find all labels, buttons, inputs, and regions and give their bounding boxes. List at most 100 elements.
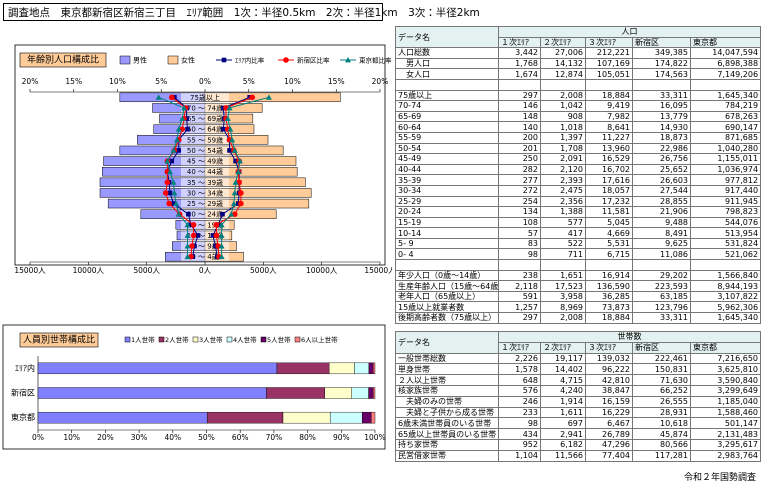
category-label: 東京都 xyxy=(11,412,35,422)
table-cell: ２次ｴﾘｱ xyxy=(540,36,586,49)
marker xyxy=(175,211,182,217)
table-cell: 1,397 xyxy=(540,131,586,144)
data-row: 65-69 148 908 7,982 13,779 678,263 xyxy=(395,110,762,123)
table-cell: 917,440 xyxy=(689,184,762,197)
label-box xyxy=(181,188,229,198)
bar-segment xyxy=(282,411,331,424)
marker xyxy=(189,243,195,249)
table-cell: 70-74 xyxy=(395,100,499,112)
table-cell: 27,006 xyxy=(540,47,586,59)
table-cell: 544,076 xyxy=(689,216,762,229)
table-cell: 522 xyxy=(540,237,586,250)
table-cell: 9,419 xyxy=(585,100,633,112)
table-cell: 576 xyxy=(498,384,541,397)
marker xyxy=(179,115,186,121)
table-cell: 18,873 xyxy=(632,131,691,144)
table-cell: 66,252 xyxy=(632,384,691,397)
x-tick-label: 30% xyxy=(131,433,148,442)
marker xyxy=(227,148,232,153)
table-cell: 28,931 xyxy=(632,406,691,419)
table-cell: 1,185,040 xyxy=(689,395,762,408)
table-cell: 老年人口（65歳以上） xyxy=(395,290,499,303)
table-cell: 174,563 xyxy=(632,68,691,80)
bar-segment xyxy=(371,411,376,424)
table-cell: 96,222 xyxy=(585,363,633,376)
data-row: 女人口 1,674 12,874 105,051 174,563 7,149,206 xyxy=(395,68,762,80)
table-cell: 5,531 xyxy=(585,237,633,250)
marker xyxy=(175,126,182,132)
category-label: 65 ～ 69歳 xyxy=(187,114,223,123)
marker xyxy=(213,222,220,228)
table-cell xyxy=(585,78,633,91)
table-cell: 1,257 xyxy=(498,301,541,314)
marker xyxy=(249,94,256,101)
table-cell: 36,285 xyxy=(585,290,633,303)
table-cell: 22,986 xyxy=(632,142,691,155)
x-tick-label: 20% xyxy=(97,433,114,442)
table-cell xyxy=(540,259,586,271)
data-row: 75歳以上 297 2,008 18,884 33,311 1,645,340 xyxy=(395,89,762,102)
bar-segment xyxy=(354,362,370,375)
bar-segment xyxy=(328,362,355,375)
marker xyxy=(170,147,177,153)
data-row: 民営借家世帯 1,104 11,566 77,404 117,281 2,983,764 xyxy=(395,449,762,462)
bar-segment xyxy=(368,387,374,399)
bar-segment xyxy=(324,387,352,399)
table-cell: 1,588,460 xyxy=(689,406,762,419)
table-cell: 513,954 xyxy=(689,227,762,239)
table-cell: データ名 xyxy=(395,25,499,49)
table-cell: 108 xyxy=(498,216,541,229)
table-cell: 9,488 xyxy=(632,216,691,229)
table-cell: 5,962,306 xyxy=(689,301,762,314)
marker xyxy=(220,211,225,217)
table-cell: 908 xyxy=(540,110,586,123)
table-cell: 200 xyxy=(498,131,541,144)
data-row: 45-49 250 2,091 16,529 26,756 1,155,011 xyxy=(395,153,762,165)
table-cell: 14,047,594 xyxy=(689,47,762,59)
chart-title: 年齢別人口構成比 xyxy=(27,54,99,66)
table-cell: 2,118 xyxy=(498,280,541,292)
table-cell: 98 xyxy=(498,417,541,430)
data-row: 10-14 57 417 4,669 8,491 513,954 xyxy=(395,227,762,239)
x-tick-label: 10000人 xyxy=(73,266,105,275)
table-cell: ２次ｴﾘｱ xyxy=(540,341,586,354)
marker xyxy=(190,222,197,228)
table-cell: 3,625,810 xyxy=(689,363,762,376)
legend-label: 1人世帯 xyxy=(131,335,155,344)
table-cell: 2,008 xyxy=(540,312,586,324)
table-cell: 33,311 xyxy=(632,312,691,324)
table-cell: 18,884 xyxy=(585,312,633,324)
table-cell: 6,715 xyxy=(585,248,633,261)
header-row: １次ｴﾘｱ ２次ｴﾘｱ ３次ｴﾘｱ 新宿区 東京都 xyxy=(396,36,762,49)
table-cell: 民営借家世帯 xyxy=(395,449,499,462)
marker xyxy=(218,232,225,238)
label-box xyxy=(181,231,229,240)
table-cell: 697 xyxy=(540,417,586,430)
label-box xyxy=(181,103,229,113)
table-cell xyxy=(689,259,762,271)
table-cell: 77,404 xyxy=(585,449,633,462)
table-cell: 73,873 xyxy=(585,301,633,314)
x-tick-label: 10000人 xyxy=(306,266,338,275)
table-cell: 2,475 xyxy=(540,184,586,197)
data-row: 40-44 282 2,120 16,702 25,652 1,036,974 xyxy=(395,163,762,176)
label-box xyxy=(181,146,229,155)
bar-segment xyxy=(37,411,208,424)
table-cell: 8,969 xyxy=(540,301,586,314)
marker xyxy=(231,147,238,153)
table-cell: 28,855 xyxy=(632,195,691,208)
table-cell: 7,149,206 xyxy=(689,68,762,80)
data-row: 夫婦と子供から成る世帯 233 1,611 16,229 28,931 1,588,460 xyxy=(395,406,762,419)
marker xyxy=(233,158,238,164)
marker xyxy=(170,179,177,185)
marker xyxy=(218,243,225,249)
data-row: ２人以上世帯 648 4,715 42,810 71,630 3,590,840 xyxy=(395,374,762,386)
table-cell: ３次ｴﾘｱ xyxy=(585,341,633,354)
table-cell: 核家族世帯 xyxy=(395,384,499,397)
table-cell: 648 xyxy=(498,374,541,386)
data-row: 5- 9 83 522 5,531 9,625 531,824 xyxy=(395,237,762,250)
marker xyxy=(218,253,225,260)
table-cell xyxy=(498,78,541,91)
table-cell: 30-34 xyxy=(395,184,499,197)
table-cell: 東京都 xyxy=(689,341,762,354)
